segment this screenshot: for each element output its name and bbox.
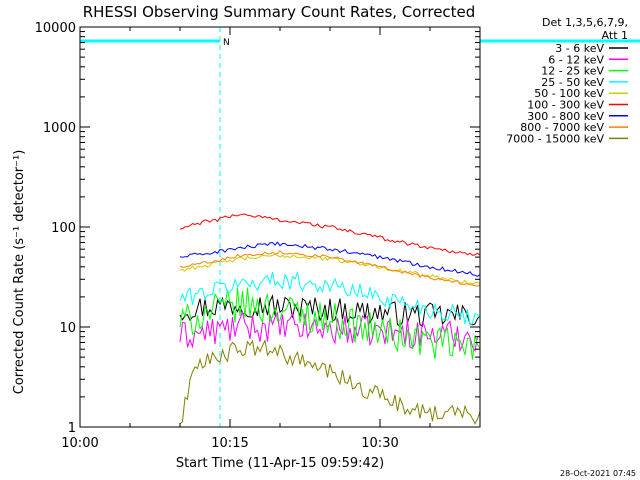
series-line-4 [179, 253, 481, 285]
y-tick-label-4: 10000 [35, 21, 76, 36]
plot-layer: N [79, 27, 640, 427]
footer-date: 28-Oct-2021 07:45 [560, 469, 636, 478]
legend-label-1: 6 - 12 keV [548, 53, 604, 66]
series-line-0 [179, 294, 481, 327]
y-tick-label-3: 1000 [43, 121, 76, 136]
series-line-5 [179, 213, 481, 256]
x-tick-label-1: 10:15 [211, 436, 248, 451]
series-line-2 [179, 287, 481, 360]
series-line-7 [179, 249, 481, 287]
legend-header-line-2: Att 1 [602, 29, 628, 42]
axes-layer: 10:00 10:15 10:30 1 10 100 1000 10000 [35, 21, 481, 451]
legend-label-6: 300 - 800 keV [527, 110, 604, 123]
y-tick-label-2: 100 [51, 221, 76, 236]
legend-label-0: 3 - 6 keV [555, 42, 604, 55]
y-tick-label-1: 10 [59, 321, 76, 336]
series-line-3 [179, 270, 481, 327]
chart-title: RHESSI Observing Summary Count Rates, Co… [83, 3, 476, 21]
series-line-8 [179, 338, 481, 425]
x-tick-label-0: 10:00 [61, 436, 98, 451]
legend-label-5: 100 - 300 keV [527, 99, 604, 112]
legend-label-4: 50 - 100 keV [534, 87, 604, 100]
legend-label-7: 800 - 7000 keV [520, 121, 604, 134]
legend-label-2: 12 - 25 keV [541, 65, 604, 78]
y-axis-label: Corrected Count Rate (s⁻¹ detector⁻¹) [12, 150, 27, 395]
legend-label-8: 7000 - 15000 keV [506, 132, 604, 145]
legend-label-3: 25 - 50 keV [541, 76, 604, 89]
legend-header-line-1: Det 1,3,5,6,7,9, [542, 16, 628, 29]
x-tick-label-2: 10:30 [361, 436, 398, 451]
night-marker-label: N [223, 38, 230, 48]
series-line-6 [179, 241, 481, 277]
series-line-1 [179, 310, 481, 353]
x-axis-label: Start Time (11-Apr-15 09:59:42) [176, 456, 384, 471]
y-tick-label-0: 1 [68, 421, 76, 436]
